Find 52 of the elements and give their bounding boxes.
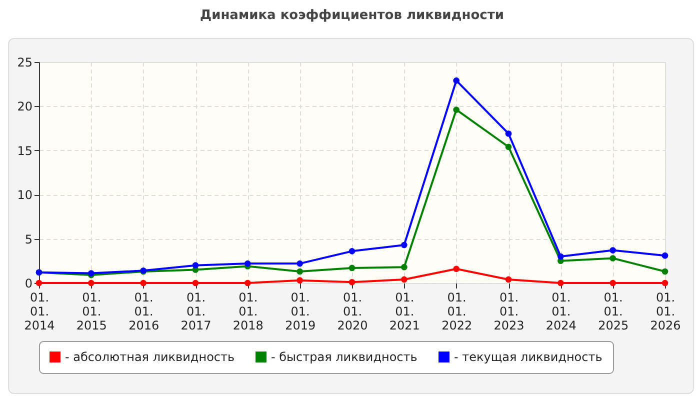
point <box>192 262 199 268</box>
x-tick-label: 01. 01. 2019 <box>285 290 316 332</box>
x-tick-label: 01. 01. 2015 <box>76 290 107 332</box>
y-tick-label: 25 <box>17 56 32 70</box>
x-tick-label: 01. 01. 2018 <box>232 290 264 332</box>
point <box>348 278 356 286</box>
point <box>88 280 94 286</box>
y-tick-label: 10 <box>17 188 32 202</box>
point <box>505 130 512 137</box>
point <box>558 253 564 260</box>
point <box>558 280 564 286</box>
x-tick-label: 01. 01. 2020 <box>337 290 368 332</box>
chart-title: Динамика коэффициентов ликвидности <box>200 8 504 23</box>
x-tick-label: 01. 01. 2014 <box>24 290 55 332</box>
point <box>296 268 303 275</box>
x-tick-label: 01. 01. 2026 <box>650 290 681 332</box>
point <box>244 260 251 267</box>
point <box>505 276 512 283</box>
point <box>401 242 408 248</box>
legend-label: - абсолютная ликвидность <box>65 350 235 364</box>
point <box>662 268 668 275</box>
point <box>610 247 616 254</box>
point <box>140 280 146 286</box>
x-tick-label: 01. 01. 2024 <box>546 290 576 332</box>
x-tick-label: 01. 01. 2022 <box>442 290 472 332</box>
x-tick-label: 01. 01. 2023 <box>494 290 524 332</box>
x-tick-label: 01. 01. 2021 <box>389 290 420 332</box>
legend-label: - текущая ликвидность <box>454 350 602 364</box>
y-tick-label: 0 <box>24 276 32 290</box>
point <box>662 280 668 286</box>
point <box>453 77 460 84</box>
x-tick-label: 01. 01. 2016 <box>128 290 160 332</box>
y-tick-label: 20 <box>17 100 32 114</box>
point <box>453 266 460 272</box>
point <box>192 280 199 286</box>
point <box>348 248 356 254</box>
point <box>244 280 251 286</box>
x-tick-label: 01. 01. 2017 <box>180 290 212 332</box>
point <box>401 264 408 270</box>
point <box>610 255 616 262</box>
point <box>505 144 512 150</box>
point <box>662 252 668 259</box>
x-tick-label: 01. 01. 2025 <box>598 290 629 332</box>
point <box>453 106 460 113</box>
y-tick-label: 15 <box>17 144 32 158</box>
point <box>296 260 303 267</box>
legend-label: - быстрая ликвидность <box>271 350 418 364</box>
point <box>348 264 356 272</box>
point <box>610 280 616 286</box>
point <box>401 276 408 283</box>
point <box>296 277 303 284</box>
y-tick-label: 5 <box>24 232 32 246</box>
